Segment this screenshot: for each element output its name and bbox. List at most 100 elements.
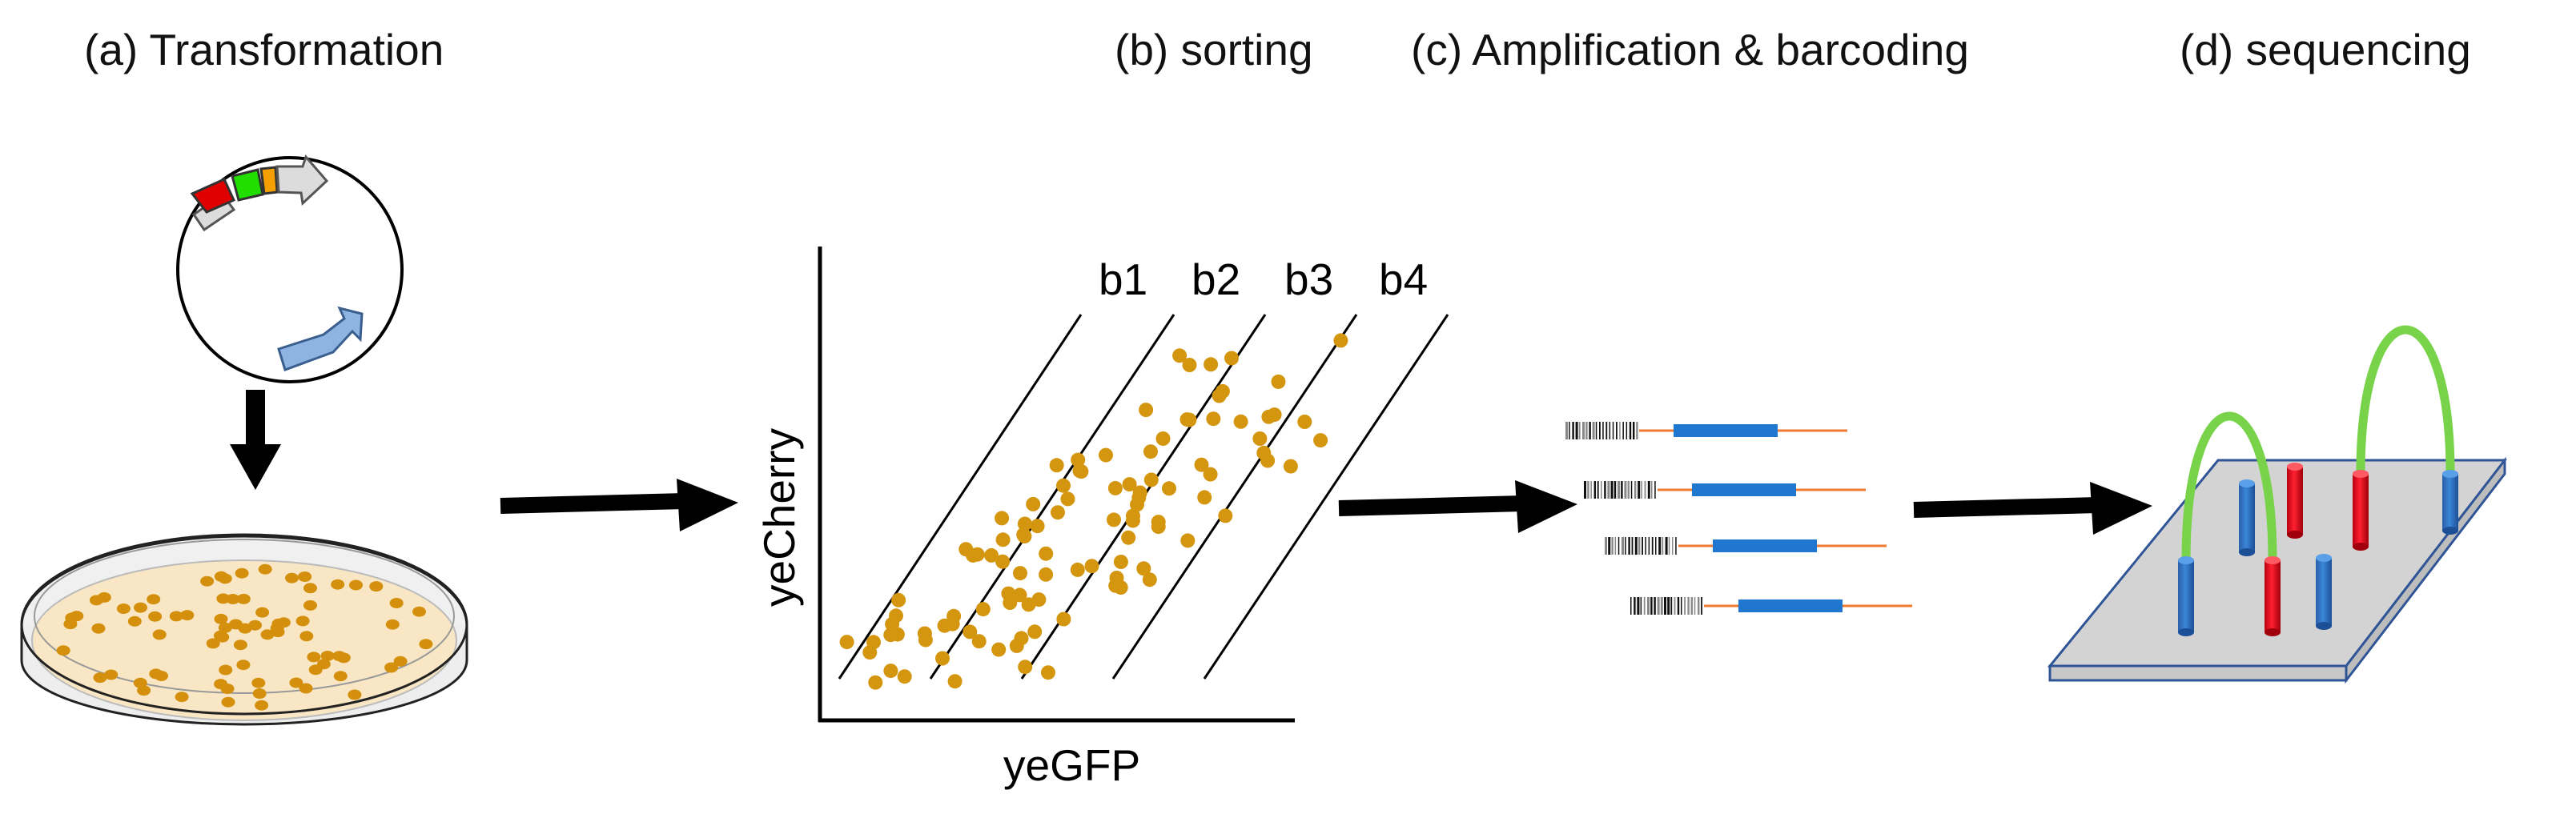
barcode-bar xyxy=(1647,597,1650,615)
cell-dot xyxy=(1041,665,1055,680)
barcode-bar xyxy=(1605,537,1607,555)
barcode-bar xyxy=(1578,422,1581,439)
barcode-bar xyxy=(1575,422,1578,439)
colony xyxy=(332,651,347,662)
cell-dot xyxy=(1218,508,1233,523)
cluster-blue xyxy=(2316,554,2332,630)
barcode-bar xyxy=(1690,597,1693,615)
barcode-bar xyxy=(1651,481,1653,499)
cell-dot xyxy=(1204,357,1219,372)
cell-dot xyxy=(1256,445,1272,460)
cell-dot xyxy=(1132,485,1147,500)
barcode-bar xyxy=(1660,597,1663,615)
colony xyxy=(127,616,142,627)
cell-dot xyxy=(1126,508,1140,523)
barcode-bar xyxy=(1634,481,1637,499)
colony xyxy=(56,645,70,656)
bin-label-b1: b1 xyxy=(1099,255,1147,304)
colony xyxy=(169,611,183,622)
cell-dot xyxy=(962,624,978,640)
cluster-red xyxy=(2353,470,2369,551)
cell-dot xyxy=(991,642,1007,657)
cell-dot xyxy=(995,532,1011,547)
colony xyxy=(251,677,266,688)
barcode-bar xyxy=(1668,537,1670,555)
barcode xyxy=(1630,597,1702,615)
colony xyxy=(116,603,131,614)
barcode-bar xyxy=(1621,481,1623,499)
colony xyxy=(180,610,195,621)
cell-dot xyxy=(1084,559,1099,574)
cell-dot xyxy=(1136,561,1151,576)
barcode-bar xyxy=(1681,597,1682,615)
colony xyxy=(252,688,267,699)
cell-dot xyxy=(1313,433,1328,448)
barcode-bar xyxy=(1611,537,1614,555)
barcode-bar xyxy=(1587,481,1589,499)
cell-dot xyxy=(1016,527,1031,542)
colony xyxy=(333,671,348,682)
colony xyxy=(260,629,275,640)
plasmid-red-segment xyxy=(190,178,236,214)
cell-dot xyxy=(1113,580,1128,595)
colony xyxy=(214,613,228,624)
colony xyxy=(255,607,270,618)
barcode-bar xyxy=(1687,597,1690,615)
barcode-bar xyxy=(1569,422,1570,439)
cell-dot xyxy=(883,628,898,643)
cell-dot xyxy=(1099,447,1113,463)
colony xyxy=(258,563,272,575)
cell-dot xyxy=(1071,452,1086,467)
colony xyxy=(65,612,79,624)
cell-dot xyxy=(1252,431,1268,446)
cell-dot xyxy=(1027,624,1043,640)
colony xyxy=(236,593,251,604)
cell-dot xyxy=(1030,519,1045,534)
cell-dot xyxy=(958,542,974,557)
barcode xyxy=(1605,537,1677,555)
cell-dot xyxy=(1203,467,1218,482)
sorted-cells xyxy=(839,333,1348,690)
bridge-strand xyxy=(2181,411,2277,565)
barcode-bar xyxy=(1642,537,1643,555)
cell-dot xyxy=(1143,444,1158,459)
read-insert xyxy=(1713,539,1817,552)
cell-dot xyxy=(1297,415,1312,429)
barcode-bar xyxy=(1654,597,1656,615)
down-arrow xyxy=(230,390,281,490)
barcode-bar xyxy=(1626,422,1628,439)
cell-dot xyxy=(1018,660,1033,675)
cell-dot xyxy=(889,608,903,624)
cell-dot xyxy=(1017,516,1032,531)
plasmid-orange-segment xyxy=(259,166,279,195)
barcode-bar xyxy=(1614,481,1617,499)
bin-label-b2: b2 xyxy=(1192,255,1240,304)
colony xyxy=(285,572,299,583)
cell-dot xyxy=(1180,533,1196,548)
colony xyxy=(295,616,310,627)
cell-dot xyxy=(1194,457,1209,472)
cell-dot xyxy=(918,632,933,648)
cell-dot xyxy=(1013,566,1027,581)
cell-dot xyxy=(1113,555,1128,569)
barcode-bar xyxy=(1622,537,1624,555)
cell-dot xyxy=(1179,412,1195,427)
barcode-bar xyxy=(1584,481,1586,499)
colony xyxy=(97,591,111,603)
barcode-bar xyxy=(1675,537,1677,555)
step-a-title: (a) Transformation xyxy=(84,25,444,74)
read-4 xyxy=(1630,597,1912,615)
colony xyxy=(412,606,426,617)
cell-dot xyxy=(1206,411,1221,427)
plasmid-grey-arrow xyxy=(275,154,329,207)
cell-dot xyxy=(1121,530,1136,545)
barcode-bar xyxy=(1701,597,1702,615)
cell-dot xyxy=(984,547,999,563)
cell-dot xyxy=(891,592,906,607)
colony xyxy=(389,598,404,608)
colony xyxy=(200,575,215,587)
barcode-bar xyxy=(1648,537,1650,555)
colony xyxy=(213,630,227,641)
barcode-bar xyxy=(1662,537,1664,555)
